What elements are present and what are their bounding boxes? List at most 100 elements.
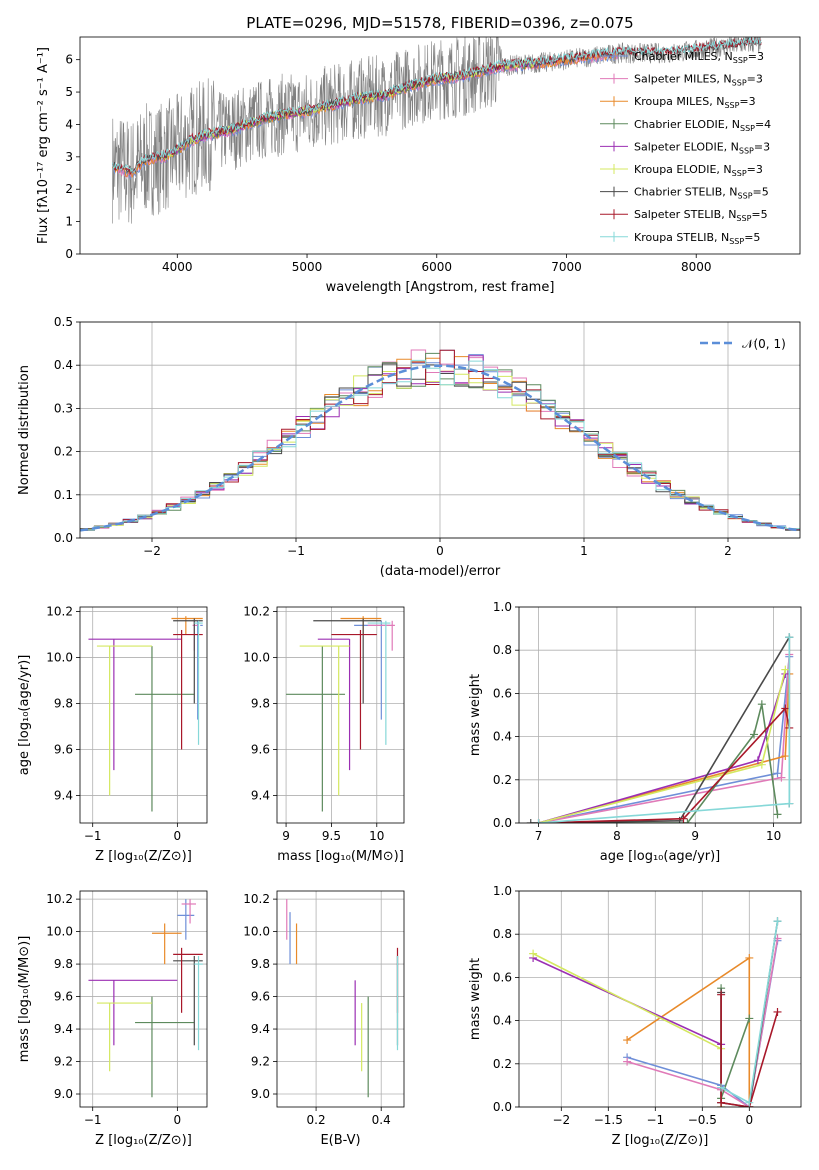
legend-label: Kroupa STELIB, NSSP=5 <box>634 231 760 246</box>
y-tick-label: 9.2 <box>54 1055 73 1069</box>
y-tick-label: 1.0 <box>493 600 512 614</box>
x-tick-label: 0.2 <box>307 1113 326 1127</box>
weight-line <box>530 634 791 823</box>
legend-label: Salpeter MILES, NSSP=3 <box>634 73 763 88</box>
plot-area <box>88 899 203 1098</box>
panel-age_vs_mass: 9 9.5 10 9.4 9.6 9.8 10.0 10.2 mass [log₁₀(M/M⊙)… <box>243 605 405 864</box>
axes-frame <box>79 321 801 539</box>
y-tick-label: 9.2 <box>251 1055 270 1069</box>
panel-mass_vs_ebv: 0.2 0.4 9.0 9.2 9.4 9.6 9.8 10.0 10.2 E(B-V) <box>243 890 405 1148</box>
y-axis-label: mass weight <box>468 958 483 1040</box>
x-tick-label: 9 <box>282 829 290 843</box>
axes-frame <box>276 890 405 1108</box>
weight-marker <box>757 760 766 769</box>
y-axis-label: mass weight <box>468 674 483 756</box>
y-axis-label: mass [log₁₀(M/M⊙)] <box>17 936 32 1063</box>
weight-marker <box>679 814 688 823</box>
weight-marker <box>781 752 790 761</box>
weight-marker <box>773 810 782 819</box>
weight-line <box>538 706 791 823</box>
data-spectrum <box>112 37 761 224</box>
axes-frame <box>518 606 802 824</box>
x-tick-label: 7 <box>535 829 543 843</box>
y-tick-label: 2 <box>65 182 73 196</box>
y-tick-label: 9.8 <box>251 697 270 711</box>
panel-residuals: −2 −1 0 1 2 0.0 0.1 0.2 0.3 0.4 0.5 (data-model)/er… <box>17 315 801 579</box>
weight-marker <box>773 917 782 926</box>
x-tick-label: 0 <box>436 544 444 558</box>
y-tick-label: 10.0 <box>46 651 73 665</box>
y-tick-label: 9.8 <box>54 957 73 971</box>
weight-marker <box>745 1098 754 1107</box>
y-tick-label: 0.4 <box>493 1014 512 1028</box>
x-axis-label: Z [log₁₀(Z/Z⊙)] <box>95 849 192 864</box>
weight-marker <box>773 1007 782 1016</box>
histogram-kroupa-stelib <box>80 359 800 531</box>
x-tick-label: 2 <box>724 544 732 558</box>
y-tick-label: 10.0 <box>243 651 270 665</box>
y-tick-label: 9.0 <box>54 1087 73 1101</box>
plot-area <box>526 633 794 823</box>
y-tick-label: 3 <box>65 150 73 164</box>
x-tick-label: −2 <box>552 1113 570 1127</box>
x-tick-label: −0.5 <box>688 1113 717 1127</box>
y-tick-label: 0.0 <box>54 531 73 545</box>
y-tick-label: 0.6 <box>493 970 512 984</box>
y-tick-label: 9.4 <box>251 788 270 802</box>
axes-frame <box>276 606 405 824</box>
y-tick-label: 0.5 <box>54 315 73 329</box>
x-tick-label: 5000 <box>292 260 323 274</box>
x-tick-label: −2 <box>143 544 161 558</box>
legend-label: 𝒩(0, 1) <box>742 337 786 351</box>
panel-mass_vs_Z: −1 0 9.0 9.2 9.4 9.6 9.8 10.0 10.2 Z [log₁₀(Z/Z⊙)… <box>17 890 208 1148</box>
weight-line <box>538 637 791 823</box>
legend: 𝒩(0, 1) <box>700 337 786 351</box>
y-tick-label: 0.8 <box>493 643 512 657</box>
y-tick-label: 10.0 <box>46 925 73 939</box>
x-tick-label: 8000 <box>681 260 712 274</box>
x-tick-label: 10 <box>766 829 781 843</box>
axes-frame <box>518 890 802 1108</box>
weight-marker <box>717 1098 726 1107</box>
legend-label: Salpeter ELODIE, NSSP=3 <box>634 140 770 155</box>
x-tick-label: −1 <box>287 544 305 558</box>
x-axis-label: E(B-V) <box>320 1133 360 1148</box>
weight-marker <box>785 799 794 808</box>
y-tick-label: 0.2 <box>493 1057 512 1071</box>
weight-marker <box>623 1057 632 1066</box>
plot-area <box>111 37 762 224</box>
legend-label: Chabrier ELODIE, NSSP=4 <box>634 118 771 133</box>
panel-age_vs_Z: −1 0 9.4 9.6 9.8 10.0 10.2 Z [log₁₀(Z/Z⊙)] age [… <box>17 605 208 864</box>
weight-marker <box>750 730 758 739</box>
x-tick-label: 6000 <box>421 260 452 274</box>
y-tick-label: 5 <box>65 85 73 99</box>
figure-title: PLATE=0296, MJD=51578, FIBERID=0396, z=0… <box>246 14 633 32</box>
y-axis-label: Normed distribution <box>17 365 32 495</box>
y-tick-label: 10.2 <box>46 892 73 906</box>
y-tick-label: 0.3 <box>54 401 73 415</box>
weight-line <box>626 938 779 1107</box>
weight-marker <box>683 819 692 823</box>
y-tick-label: 10.0 <box>243 925 270 939</box>
plot-area <box>286 899 399 1098</box>
x-tick-label: 1 <box>580 544 588 558</box>
y-tick-label: 10.2 <box>243 605 270 619</box>
x-axis-label: wavelength [Angstrom, rest frame] <box>326 280 555 295</box>
legend-label: Chabrier STELIB, NSSP=5 <box>634 186 769 201</box>
panel-spectrum: 4000 5000 6000 7000 8000 0 1 2 3 4 5 6 wavelength [A… <box>36 36 801 295</box>
y-tick-label: 0.1 <box>54 488 73 502</box>
weight-line <box>720 994 779 1107</box>
x-tick-label: −1 <box>646 1113 664 1127</box>
x-tick-label: 0 <box>174 1113 182 1127</box>
x-tick-label: 9 <box>691 829 699 843</box>
weight-marker <box>781 704 790 713</box>
x-axis-label: Z [log₁₀(Z/Z⊙)] <box>95 1133 192 1148</box>
panel-weight_vs_Z: −2 −1.5 −1 −0.5 0 0.0 0.2 0.4 0.6 0.8 1.0 Z [log₁₀(… <box>468 884 802 1148</box>
weight-marker <box>785 633 794 642</box>
x-tick-label: 10 <box>369 829 384 843</box>
x-axis-label: (data-model)/error <box>380 564 501 579</box>
y-tick-label: 0.8 <box>493 927 512 941</box>
y-tick-label: 0.4 <box>493 730 512 744</box>
x-tick-label: 7000 <box>551 260 582 274</box>
